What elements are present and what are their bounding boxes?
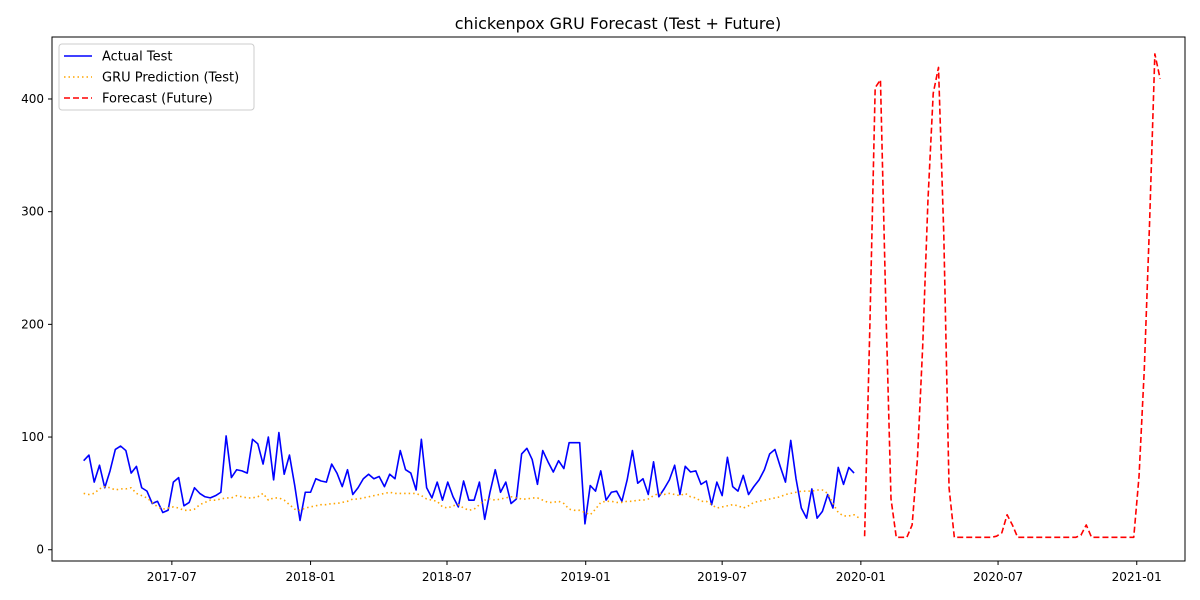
y-axis: 0 100 200 300 400: [21, 92, 52, 557]
x-tick-label: 2019-01: [561, 570, 611, 584]
x-tick-label: 2017-07: [147, 570, 197, 584]
y-tick-label: 0: [36, 543, 44, 557]
legend-label: Forecast (Future): [102, 92, 213, 107]
legend: Actual Test GRU Prediction (Test) Forecast…: [58, 43, 255, 111]
legend-box: [58, 43, 255, 111]
y-tick-label: 300: [21, 205, 44, 219]
x-tick-label: 2021-01: [1112, 570, 1162, 584]
x-tick-label: 2018-01: [285, 570, 335, 584]
legend-label: GRU Prediction (Test): [102, 71, 239, 86]
x-tick-label: 2019-07: [697, 570, 747, 584]
y-tick-label: 200: [21, 317, 44, 331]
y-tick-label: 100: [21, 430, 44, 444]
x-tick-label: 2018-07: [422, 570, 472, 584]
plot-frame: [51, 36, 1186, 562]
y-tick-label: 400: [21, 92, 44, 106]
series-line-2: [863, 53, 1161, 539]
legend-label: Actual Test: [102, 50, 172, 65]
series-line-0: [83, 431, 855, 525]
series-layer: [83, 53, 1161, 539]
x-tick-label: 2020-07: [973, 570, 1023, 584]
x-tick-label: 2020-01: [836, 570, 886, 584]
x-axis: 2017-07 2018-01 2018-07 2019-01 2019-07 2020-…: [147, 561, 1162, 584]
chart-title: chickenpox GRU Forecast (Test + Future): [455, 14, 782, 33]
